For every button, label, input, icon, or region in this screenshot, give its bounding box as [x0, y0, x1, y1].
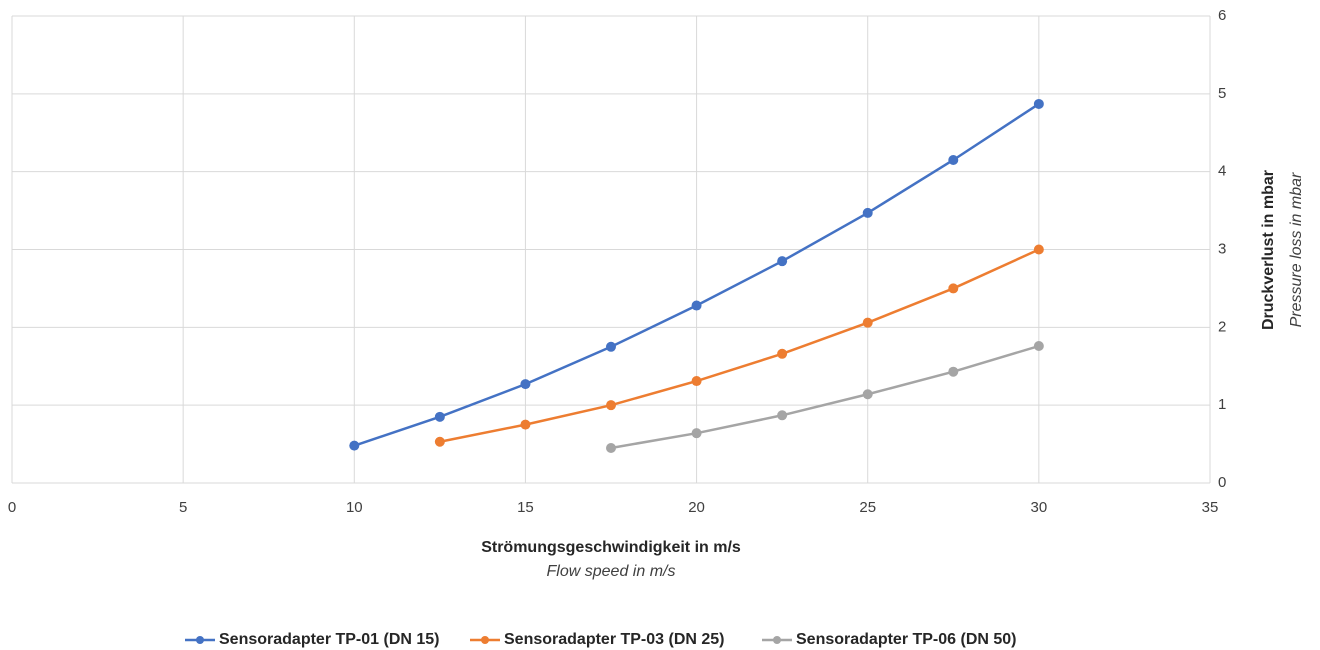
legend-label: Sensoradapter TP-06 (DN 50): [796, 631, 1017, 648]
x-tick-label: 25: [859, 499, 876, 516]
data-point: [862, 207, 873, 218]
y-tick-label: 6: [1218, 7, 1226, 24]
data-point: [777, 410, 788, 421]
legend-marker: [196, 636, 204, 644]
data-point: [520, 379, 531, 390]
y-tick-label: 0: [1218, 474, 1226, 491]
x-axis-subtitle: Flow speed in m/s: [547, 563, 676, 580]
legend-marker: [773, 636, 781, 644]
data-point: [520, 419, 531, 430]
legend-label: Sensoradapter TP-03 (DN 25): [504, 631, 725, 648]
data-point: [434, 411, 445, 422]
data-point: [691, 428, 702, 439]
series-line: [610, 344, 1040, 450]
legend-marker: [481, 636, 489, 644]
y-axis-subtitle: Pressure loss in mbar: [1288, 172, 1305, 327]
data-point: [1033, 244, 1044, 255]
x-tick-label: 5: [179, 499, 187, 516]
x-tick-label: 35: [1202, 499, 1219, 516]
x-tick-label: 10: [346, 499, 363, 516]
data-point: [777, 348, 788, 359]
y-axis-title: Druckverlust in mbar: [1260, 170, 1277, 330]
data-point: [1033, 98, 1044, 109]
y-tick-label: 4: [1218, 163, 1226, 180]
y-tick-label: 2: [1218, 318, 1226, 335]
data-point: [691, 300, 702, 311]
y-tick-label: 5: [1218, 85, 1226, 102]
x-tick-label: 15: [517, 499, 534, 516]
data-point: [777, 256, 788, 267]
data-point: [691, 376, 702, 387]
data-point: [948, 154, 959, 165]
y-tick-label: 3: [1218, 240, 1226, 257]
data-point: [606, 400, 616, 411]
data-point: [434, 436, 445, 447]
data-point: [862, 389, 873, 400]
data-point: [1033, 341, 1044, 352]
x-tick-label: 30: [1031, 499, 1048, 516]
x-axis-title: Strömungsgeschwindigkeit in m/s: [481, 539, 741, 556]
data-point: [948, 366, 959, 377]
x-tick-label: 0: [8, 499, 16, 516]
series-line: [439, 248, 1040, 443]
data-point: [349, 440, 360, 451]
data-point: [606, 341, 616, 352]
y-tick-label: 1: [1218, 396, 1226, 413]
legend-label: Sensoradapter TP-01 (DN 15): [219, 631, 440, 648]
data-point: [862, 317, 873, 328]
x-tick-label: 20: [688, 499, 705, 516]
data-point: [606, 442, 616, 453]
data-point: [948, 283, 959, 294]
